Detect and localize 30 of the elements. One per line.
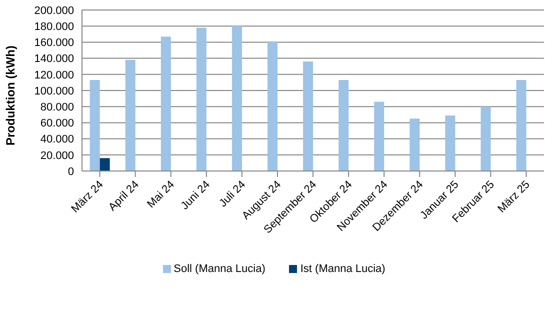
y-tick-label: 200.000 bbox=[34, 4, 74, 17]
legend-label: Soll (Manna Lucia) bbox=[174, 263, 266, 275]
bar bbox=[125, 60, 136, 171]
bar bbox=[90, 80, 100, 171]
y-tick-label: 60.000 bbox=[40, 118, 74, 130]
y-axis-title: Produktion (kWh) bbox=[3, 46, 18, 146]
bar bbox=[374, 102, 384, 171]
y-tick-label: 20.000 bbox=[40, 150, 74, 162]
y-tick-label: 120.000 bbox=[34, 69, 74, 82]
bar bbox=[232, 25, 242, 171]
x-tick-label: Mai 24 bbox=[145, 178, 177, 210]
y-tick-label: 80.000 bbox=[40, 102, 74, 114]
legend-label: Ist (Manna Lucia) bbox=[300, 263, 386, 275]
bar bbox=[445, 115, 456, 171]
x-tick-label: Juli 24 bbox=[217, 178, 248, 210]
bar bbox=[268, 41, 278, 171]
y-tick-label: 180.000 bbox=[34, 21, 74, 34]
bar bbox=[303, 62, 314, 171]
bar bbox=[338, 80, 349, 171]
y-tick-label: 140.000 bbox=[34, 53, 74, 66]
bar bbox=[480, 106, 491, 171]
bar bbox=[160, 36, 171, 171]
y-tick-label: 100.000 bbox=[34, 85, 74, 98]
bar bbox=[100, 158, 110, 171]
bar bbox=[410, 118, 420, 171]
y-tick-label: 0 bbox=[68, 166, 74, 178]
bar bbox=[516, 80, 526, 171]
y-tick-label: 40.000 bbox=[40, 134, 74, 146]
y-tick-label: 160.000 bbox=[34, 37, 74, 50]
bar bbox=[196, 28, 206, 171]
